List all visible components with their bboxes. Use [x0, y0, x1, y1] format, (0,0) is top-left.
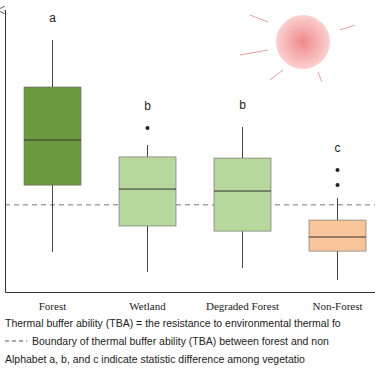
- box: [119, 126, 176, 272]
- outlier: [146, 126, 150, 130]
- note: Thermal buffer ability (TBA) = the resis…: [5, 317, 341, 329]
- outlier: [336, 168, 340, 172]
- lower-whisker: [52, 185, 53, 252]
- note: Boundary of thermal buffer ability (TBA)…: [32, 335, 329, 347]
- lower-whisker: [337, 251, 338, 280]
- x-tick-label: Forest: [39, 300, 67, 312]
- x-tick: Non-Forest: [312, 292, 362, 312]
- median: [24, 140, 81, 141]
- y-axis-arrow: [5, 10, 6, 11]
- chart: a b b c Forest Wetland Degraded Forest Non-Fore…: [0, 0, 375, 375]
- x-tick: Forest: [39, 292, 67, 312]
- y-axis-line: [5, 11, 6, 293]
- x-tick: Degraded Forest: [206, 292, 279, 312]
- x-tick-label: Non-Forest: [312, 300, 362, 312]
- box: [24, 40, 81, 252]
- group-label: c: [335, 141, 341, 155]
- box-body: [214, 158, 271, 231]
- plot-area: [24, 40, 366, 280]
- sun-ray: [318, 72, 322, 82]
- sun-disc: [276, 15, 330, 69]
- sun-ray: [240, 50, 268, 55]
- reference-line: [5, 204, 375, 205]
- sun: [240, 15, 355, 82]
- box-body: [24, 87, 81, 185]
- note: Alphabet a, b, and c indicate statistic …: [5, 353, 305, 365]
- x-tick: Wetland: [129, 292, 166, 312]
- upper-whisker: [337, 198, 338, 220]
- group-label: b: [239, 98, 246, 112]
- group-label: a: [49, 11, 56, 25]
- sun-ray: [340, 25, 355, 30]
- x-tick-label: Degraded Forest: [206, 300, 279, 312]
- lower-whisker: [147, 226, 148, 272]
- x-tick-label: Wetland: [129, 300, 166, 312]
- median: [119, 189, 176, 190]
- lower-whisker: [242, 231, 243, 268]
- median: [309, 237, 366, 238]
- legend-dash: [5, 341, 27, 342]
- x-axis-line: [6, 292, 375, 293]
- median: [214, 191, 271, 192]
- upper-whisker: [52, 40, 53, 87]
- box-body: [119, 157, 176, 226]
- outlier: [336, 183, 340, 187]
- sun-ray: [270, 70, 283, 80]
- box: [309, 168, 366, 280]
- y-axis: [5, 11, 6, 293]
- sun-ray: [250, 15, 268, 22]
- x-axis: Forest Wetland Degraded Forest Non-Forest: [6, 292, 375, 312]
- box-body: [309, 220, 366, 251]
- upper-whisker: [147, 145, 148, 157]
- group-label: b: [144, 99, 151, 113]
- upper-whisker: [242, 127, 243, 158]
- box: [214, 127, 271, 268]
